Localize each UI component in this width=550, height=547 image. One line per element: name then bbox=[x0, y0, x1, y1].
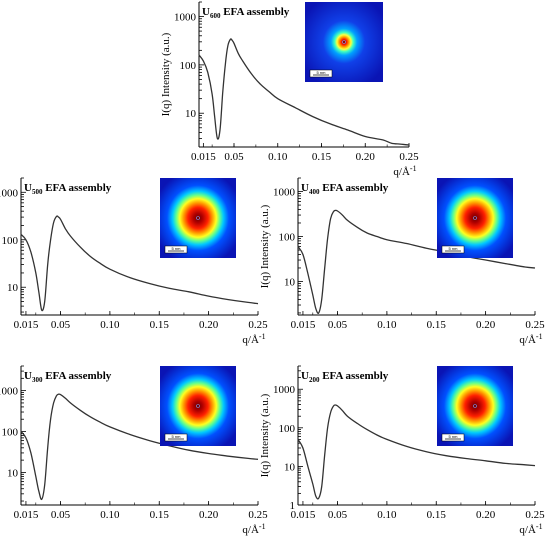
scale-bar-box bbox=[309, 69, 333, 78]
x-tick-label: 0.015 bbox=[14, 319, 39, 331]
chart-panel-1: 10 100 1000 0.015 0.05 0.10 0.15 0.20 0.25 I(q) I… bbox=[160, 1, 419, 178]
panel-title: U200 EFA assembly bbox=[301, 370, 389, 384]
x-axis-label: q/Å-1 bbox=[242, 332, 265, 346]
y-tick-label: 100 bbox=[279, 423, 296, 435]
y-tick-label: 1000 bbox=[273, 187, 296, 199]
x-tick-label: 0.10 bbox=[268, 151, 288, 163]
scale-bar-label: 5 nm bbox=[449, 434, 459, 439]
y-axis-label: I(q) Intensity (a.u.) bbox=[259, 204, 271, 288]
scattering-pattern bbox=[305, 2, 383, 82]
scale-bar-box bbox=[164, 433, 188, 442]
scattering-pattern bbox=[160, 366, 236, 446]
x-tick-label: 0.20 bbox=[199, 509, 219, 521]
chart-panel-4: 10 100 1000 0.015 0.05 0.10 0.15 0.20 0.25 I(q) I… bbox=[0, 365, 268, 536]
x-tick-label: 0.15 bbox=[150, 319, 170, 331]
series-line-1 bbox=[198, 38, 410, 146]
x-axis-label: q/Å-1 bbox=[519, 522, 542, 536]
x-tick-label: 0.10 bbox=[100, 509, 120, 521]
scale-bar-box bbox=[164, 245, 188, 254]
y-tick-label: 10 bbox=[185, 108, 197, 120]
x-tick-label: 0.05 bbox=[328, 319, 348, 331]
saxs-inset-image: 5 nm bbox=[437, 178, 513, 258]
scale-bar-label: 5 nm bbox=[317, 70, 327, 75]
y-tick-label: 1000 bbox=[273, 384, 296, 396]
y-tick-label: 100 bbox=[2, 235, 19, 247]
x-tick-label: 0.015 bbox=[191, 151, 216, 163]
beam-stop-marker bbox=[196, 216, 200, 220]
x-tick-label: 0.05 bbox=[51, 319, 71, 331]
series-line-1 bbox=[297, 404, 536, 500]
saxs-inset-image: 5 nm bbox=[160, 178, 236, 258]
y-tick-label: 10 bbox=[7, 467, 19, 479]
scale-bar-label: 5 nm bbox=[172, 246, 182, 251]
x-tick-label: 0.25 bbox=[248, 509, 268, 521]
x-tick-label: 0.05 bbox=[224, 151, 244, 163]
y-tick-label: 100 bbox=[279, 232, 296, 244]
y-tick-label: 1000 bbox=[174, 12, 197, 24]
x-tick-label: 0.15 bbox=[427, 509, 447, 521]
panel-title: U600 EFA assembly bbox=[202, 6, 290, 20]
y-axis-label: I(q) Intensity (a.u.) bbox=[160, 32, 172, 116]
scattering-pattern bbox=[160, 178, 236, 258]
x-tick-label: 0.20 bbox=[356, 151, 376, 163]
y-tick-label: 10 bbox=[7, 282, 19, 294]
x-tick-label: 0.015 bbox=[14, 509, 39, 521]
y-tick-label: 100 bbox=[180, 60, 197, 72]
x-tick-label: 0.25 bbox=[248, 319, 268, 331]
saxs-inset-image: 5 nm bbox=[437, 366, 513, 446]
y-tick-label: 10 bbox=[284, 461, 296, 473]
chart-panel-5: 1 10 100 1000 0.015 0.05 0.10 0.15 0.20 0.25 I(q) … bbox=[259, 365, 545, 536]
y-tick-label: 100 bbox=[2, 427, 19, 439]
panel-title: U500 EFA assembly bbox=[24, 182, 112, 196]
y-axis-label: I(q) Intensity (a.u.) bbox=[259, 393, 271, 477]
x-tick-label: 0.10 bbox=[377, 319, 397, 331]
series-line-1 bbox=[20, 393, 259, 501]
x-tick-label: 0.20 bbox=[199, 319, 219, 331]
y-tick-label: 1000 bbox=[0, 187, 19, 199]
x-tick-label: 0.25 bbox=[525, 319, 545, 331]
saxs-inset-image: 5 nm bbox=[160, 366, 236, 446]
x-axis-label: q/Å-1 bbox=[519, 332, 542, 346]
x-axis-label: q/Å-1 bbox=[393, 164, 416, 178]
y-tick-label: 1 bbox=[290, 500, 296, 512]
beam-stop-marker bbox=[473, 216, 477, 220]
chart-panel-2: 10 100 1000 0.015 0.05 0.10 0.15 0.20 0.25 I(q) I… bbox=[0, 177, 268, 346]
scattering-pattern bbox=[437, 178, 513, 258]
x-tick-label: 0.015 bbox=[291, 319, 316, 331]
x-tick-label: 0.10 bbox=[377, 509, 397, 521]
x-tick-label: 0.05 bbox=[51, 509, 71, 521]
scattering-pattern bbox=[437, 366, 513, 446]
y-tick-label: 10 bbox=[284, 277, 296, 289]
series-line-1 bbox=[20, 215, 259, 312]
beam-stop-marker bbox=[196, 404, 200, 408]
x-tick-label: 0.15 bbox=[312, 151, 332, 163]
scale-bar-box bbox=[441, 433, 465, 442]
x-tick-label: 0.25 bbox=[525, 509, 545, 521]
beam-stop-marker bbox=[342, 40, 346, 44]
y-tick-label: 1000 bbox=[0, 386, 19, 398]
x-axis-label: q/Å-1 bbox=[242, 522, 265, 536]
panel-title: U300 EFA assembly bbox=[24, 370, 112, 384]
x-tick-label: 0.15 bbox=[427, 319, 447, 331]
x-tick-label: 0.25 bbox=[399, 151, 419, 163]
chart-panel-3: 10 100 1000 0.015 0.05 0.10 0.15 0.20 0.25 I(q) I… bbox=[259, 177, 545, 346]
x-tick-label: 0.05 bbox=[328, 509, 348, 521]
x-tick-label: 0.10 bbox=[100, 319, 120, 331]
saxs-inset-image: 5 nm bbox=[305, 2, 383, 82]
scale-bar-box bbox=[441, 245, 465, 254]
x-tick-label: 0.20 bbox=[476, 319, 496, 331]
scale-bar-label: 5 nm bbox=[172, 434, 182, 439]
panel-title: U400 EFA assembly bbox=[301, 182, 389, 196]
x-tick-label: 0.20 bbox=[476, 509, 496, 521]
scale-bar-label: 5 nm bbox=[449, 246, 459, 251]
beam-stop-marker bbox=[473, 404, 477, 408]
x-tick-label: 0.15 bbox=[150, 509, 170, 521]
x-tick-label: 0.015 bbox=[291, 509, 316, 521]
